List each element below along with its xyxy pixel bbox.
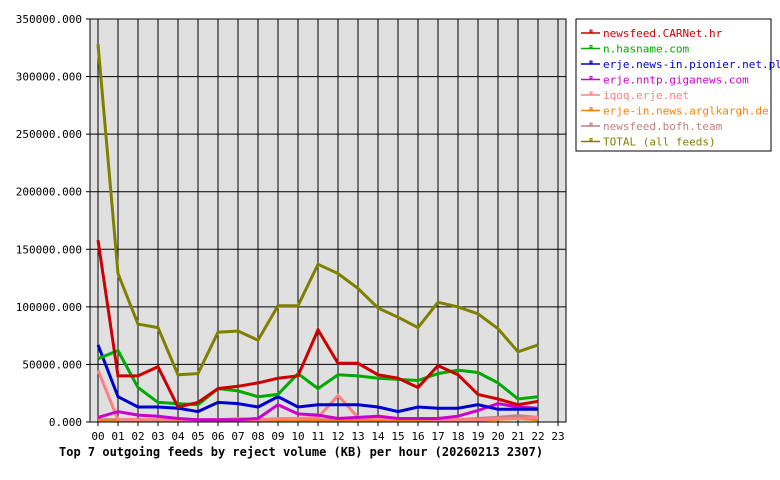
series-line [96,344,538,414]
legend-label: TOTAL (all feeds) [603,136,716,149]
x-tick-label: 06 [211,430,224,443]
y-tick-label: 100000.000 [16,301,82,314]
chart-title: Top 7 outgoing feeds by reject volume (K… [59,445,543,459]
x-tick-label: 22 [531,430,544,443]
x-tick-label: 02 [131,430,144,443]
y-tick-label: 150000.000 [16,243,82,256]
x-tick-label: 18 [451,430,464,443]
x-tick-label: 11 [311,430,324,443]
x-tick-label: 05 [191,430,204,443]
legend-label: newsfeed.CARNet.hr [603,27,723,40]
series-line [96,239,539,409]
plot-area [89,18,567,423]
series-line [97,348,539,407]
x-tick-label: 21 [511,430,524,443]
x-tick-label: 09 [271,430,284,443]
x-tick-label: 23 [551,430,564,443]
series-line [96,44,539,377]
y-axis: 0.000 50000.000 100000.000 150000.000 200000… [16,13,90,429]
x-tick-label: 12 [331,430,344,443]
x-tick-label: 04 [171,430,185,443]
x-tick-label: 14 [371,430,385,443]
y-tick-label: 300000.000 [16,71,82,84]
x-tick-label: 07 [231,430,244,443]
legend-label: n.hasname.com [603,43,689,56]
x-tick-label: 19 [471,430,484,443]
y-tick-label: 200000.000 [16,186,82,199]
x-tick-label: 13 [351,430,364,443]
x-axis: 00 01 02 03 04 05 06 07 08 09 10 11 12 13 14 15 16 17 18 19… [91,422,565,443]
y-tick-label: 0.000 [49,416,82,429]
x-tick-label: 17 [431,430,444,443]
y-tick-label: 250000.000 [16,128,82,141]
x-tick-label: 03 [151,430,164,443]
y-tick-label: 350000.000 [16,13,82,26]
legend-label: erje.nntp.giganews.com [603,74,749,87]
x-tick-label: 15 [391,430,404,443]
x-tick-label: 00 [91,430,104,443]
series-lines [96,44,539,423]
x-tick-label: 01 [111,430,124,443]
legend-label: erje-in.news.arglkargh.de [603,105,769,118]
x-tick-label: 16 [411,430,424,443]
legend-label: iqoq.erje.net [603,89,689,102]
series-line [96,369,539,422]
x-tick-label: 08 [251,430,264,443]
legend-label: newsfeed.bofh.team [603,120,723,133]
x-tick-label: 20 [491,430,504,443]
legend: newsfeed.CARNet.hr n.hasname.com erje.news… [575,18,780,152]
y-tick-label: 50000.000 [22,358,82,371]
legend-label: erje.news-in.pionier.net.pl [603,58,780,71]
grid [90,18,566,423]
x-tick-label: 10 [291,430,304,443]
series-line [97,402,539,422]
